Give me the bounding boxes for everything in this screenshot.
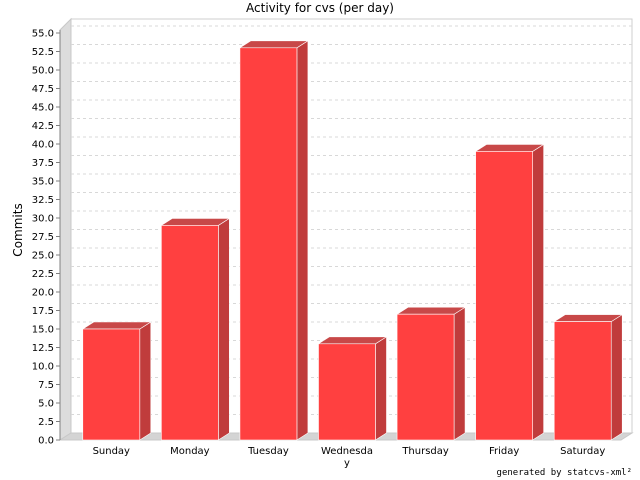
x-tick-label: Saturday xyxy=(560,446,605,457)
bar-top xyxy=(474,144,545,152)
y-tick-label: 30.0 xyxy=(32,214,54,225)
bar-side xyxy=(610,314,623,441)
x-axis: Sunday Monday Tuesday Wednesda y Thursday Frid… xyxy=(93,446,606,469)
bar-sunday xyxy=(81,321,152,441)
bar-saturday xyxy=(553,314,624,441)
y-tick-label: 37.5 xyxy=(32,158,54,169)
bar-side xyxy=(453,306,466,441)
bar-top xyxy=(396,306,467,315)
bar-side xyxy=(296,40,309,441)
y-tick-label: 45.0 xyxy=(32,103,54,114)
bar-side xyxy=(375,336,387,441)
bar-front xyxy=(161,225,219,441)
y-axis-label: Commits xyxy=(11,203,25,256)
y-tick-label: 7.5 xyxy=(38,380,54,391)
y-tick-label: 47.5 xyxy=(32,84,54,95)
chart-title: Activity for cvs (per day) xyxy=(246,1,394,15)
y-tick-label: 2.5 xyxy=(38,417,54,428)
bar-tuesday xyxy=(238,40,309,441)
y-tick-label: 50.0 xyxy=(32,66,54,77)
y-tick-label: 17.5 xyxy=(32,306,54,317)
bar-front xyxy=(318,343,376,441)
x-tick-label: Sunday xyxy=(93,446,130,457)
x-tick-label: Friday xyxy=(489,446,519,457)
x-tick-label: Monday xyxy=(170,446,210,457)
y-tick-label: 55.0 xyxy=(32,29,54,40)
bar-wednesday xyxy=(317,336,388,441)
bar-thursday xyxy=(396,306,467,441)
y-tick-label: 5.0 xyxy=(38,399,54,410)
bar-top xyxy=(317,336,388,345)
y-tick-label: 35.0 xyxy=(32,177,54,188)
y-tick-label: 22.5 xyxy=(32,269,54,280)
bar-side xyxy=(139,321,152,441)
bar-side xyxy=(532,143,544,441)
bar-front xyxy=(396,313,455,441)
y-tick-label: 0.0 xyxy=(38,436,54,447)
plot-left-wall xyxy=(59,17,72,441)
y-tick-label: 40.0 xyxy=(32,140,54,151)
bar-front xyxy=(553,321,612,441)
x-tick-label: Tuesday xyxy=(247,446,289,457)
y-tick-label: 27.5 xyxy=(32,232,54,243)
y-tick-label: 25.0 xyxy=(32,251,54,262)
y-tick-label: 42.5 xyxy=(32,121,54,132)
y-tick-label: 32.5 xyxy=(32,195,54,206)
bar-friday xyxy=(474,143,545,441)
y-tick-label: 12.5 xyxy=(32,343,54,354)
bar-top xyxy=(81,321,152,330)
bar-front xyxy=(475,151,533,441)
bar-front xyxy=(82,328,141,441)
bar-top xyxy=(238,40,309,49)
y-axis: 0.0 2.5 5.0 7.5 10.0 12.5 15.0 17.5 20.0 22.5 25.0… xyxy=(32,29,61,447)
x-tick-label: Wednesda y xyxy=(321,446,373,469)
y-tick-label: 15.0 xyxy=(32,325,54,336)
footer-credit: generated by statcvs-xml² xyxy=(497,468,632,478)
bar-monday xyxy=(160,217,231,441)
y-tick-label: 10.0 xyxy=(32,362,54,373)
x-tick-label: Thursday xyxy=(401,446,449,457)
bars xyxy=(81,40,624,441)
bar-top xyxy=(553,314,624,322)
bar-top xyxy=(160,218,231,226)
bar-front xyxy=(239,47,298,441)
bar-side xyxy=(218,217,230,441)
y-tick-label: 52.5 xyxy=(32,47,54,58)
y-tick-label: 20.0 xyxy=(32,288,54,299)
